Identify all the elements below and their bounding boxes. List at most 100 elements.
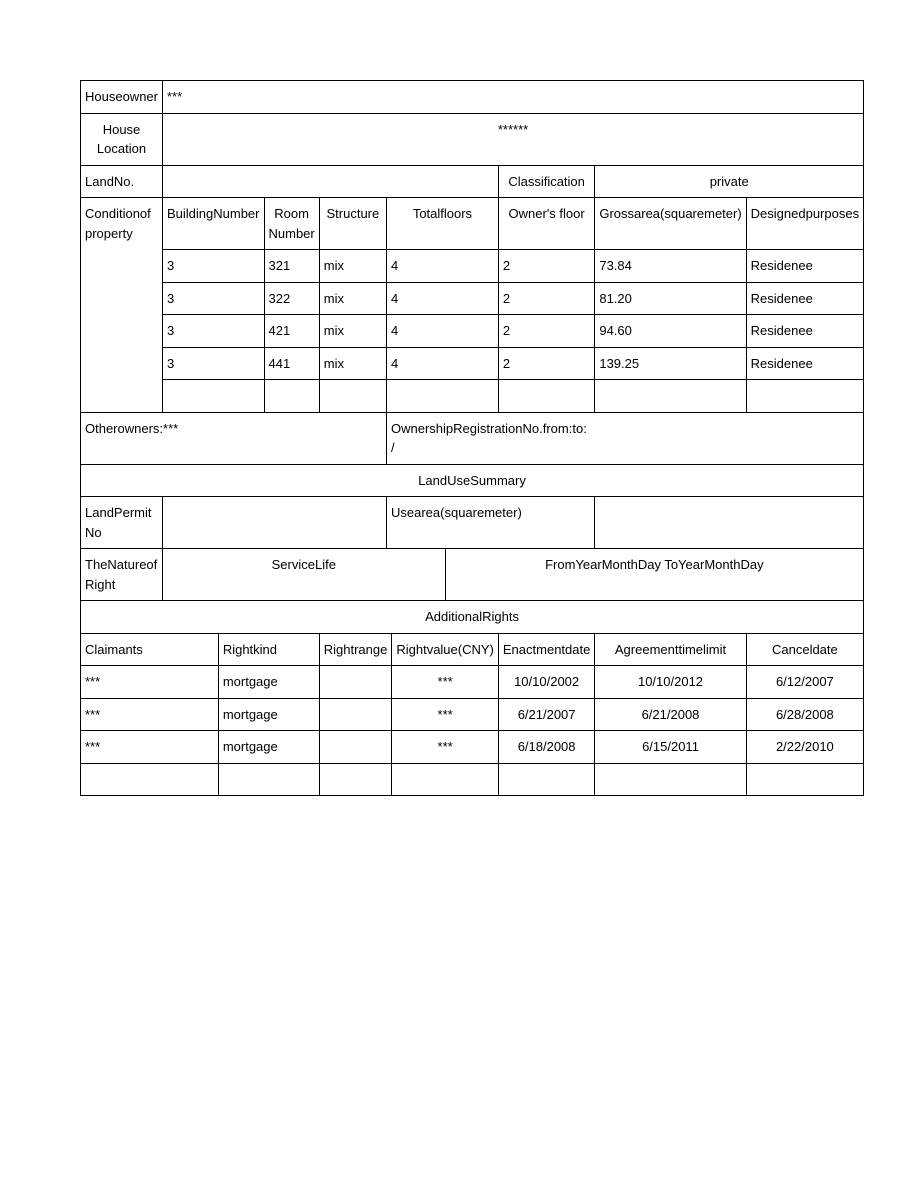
cell-of: 2 xyxy=(498,347,594,380)
col-gross-area: Grossarea(squaremeter) xyxy=(595,198,746,250)
cell-rn: 421 xyxy=(264,315,319,348)
cell-rr xyxy=(319,731,392,764)
cell-ga: 94.60 xyxy=(595,315,746,348)
ownership-reg-label: OwnershipRegistrationNo.from:to: xyxy=(391,421,587,436)
table-row: 3 441 mix 4 2 139.25 Residenee xyxy=(81,347,864,380)
cell-rr xyxy=(319,666,392,699)
cell-cl: *** xyxy=(81,698,219,731)
cell-ga: 73.84 xyxy=(595,250,746,283)
table-row xyxy=(81,380,864,413)
table-row xyxy=(81,763,864,796)
cell-rv: *** xyxy=(392,731,499,764)
cell-cd: 6/12/2007 xyxy=(746,666,863,699)
cell-ga: 139.25 xyxy=(595,347,746,380)
cell-rv: *** xyxy=(392,666,499,699)
cell-ga xyxy=(595,380,746,413)
cell-rn: 441 xyxy=(264,347,319,380)
ownership-reg-cell: OwnershipRegistrationNo.from:to: / xyxy=(387,412,864,464)
cell-cd: 6/28/2008 xyxy=(746,698,863,731)
cell-rk: mortgage xyxy=(218,731,319,764)
cell-tf xyxy=(387,380,499,413)
houseowner-row: Houseowner *** xyxy=(81,81,864,114)
land-permit-label: LandPermit No xyxy=(81,497,163,549)
cell-ed: 10/10/2002 xyxy=(498,666,594,699)
cell-bn xyxy=(163,380,265,413)
cell-ed xyxy=(498,763,594,796)
cell-rn xyxy=(264,380,319,413)
cell-dp: Residenee xyxy=(746,282,863,315)
cell-tf: 4 xyxy=(387,250,499,283)
cell-cd xyxy=(746,763,863,796)
service-life-label: ServiceLife xyxy=(163,549,446,601)
property-document-table: Houseowner *** House Location ****** Lan… xyxy=(80,80,864,796)
col-owners-floor: Owner's floor xyxy=(498,198,594,250)
ownership-reg-value: / xyxy=(391,440,395,455)
additional-rights-label: AdditionalRights xyxy=(81,601,864,634)
landno-label: LandNo. xyxy=(81,165,163,198)
cell-st: mix xyxy=(319,347,386,380)
usearea-value xyxy=(595,497,864,549)
landno-value xyxy=(163,165,499,198)
col-right-value: Rightvalue(CNY) xyxy=(392,633,499,666)
cell-of xyxy=(498,380,594,413)
other-owners-cell: Otherowners:*** xyxy=(81,412,387,464)
cell-rn: 322 xyxy=(264,282,319,315)
cell-st xyxy=(319,380,386,413)
col-right-kind: Rightkind xyxy=(218,633,319,666)
cell-ed: 6/21/2007 xyxy=(498,698,594,731)
houseowner-value: *** xyxy=(163,81,864,114)
cell-bn: 3 xyxy=(163,282,265,315)
col-structure: Structure xyxy=(319,198,386,250)
cell-dp: Residenee xyxy=(746,250,863,283)
land-permit-value xyxy=(163,497,387,549)
table-row: *** mortgage *** 6/18/2008 6/15/2011 2/2… xyxy=(81,731,864,764)
landno-row: LandNo. Classification private xyxy=(81,165,864,198)
cell-cd: 2/22/2010 xyxy=(746,731,863,764)
cell-ga: 81.20 xyxy=(595,282,746,315)
land-permit-row: LandPermit No Usearea(squaremeter) xyxy=(81,497,864,549)
classification-value: private xyxy=(595,165,864,198)
house-location-label: House Location xyxy=(81,113,163,165)
property-header-row: Conditionof property BuildingNumber Room… xyxy=(81,198,864,250)
table-row: 3 421 mix 4 2 94.60 Residenee xyxy=(81,315,864,348)
cell-dp: Residenee xyxy=(746,315,863,348)
table-row: 3 322 mix 4 2 81.20 Residenee xyxy=(81,282,864,315)
cell-dp: Residenee xyxy=(746,347,863,380)
landuse-summary-label: LandUseSummary xyxy=(81,464,864,497)
nature-right-row: TheNatureof Right ServiceLife FromYearMo… xyxy=(81,549,864,601)
house-location-row: House Location ****** xyxy=(81,113,864,165)
landuse-summary-row: LandUseSummary xyxy=(81,464,864,497)
cell-dp xyxy=(746,380,863,413)
nature-label: TheNatureof Right xyxy=(81,549,163,601)
cell-of: 2 xyxy=(498,282,594,315)
cell-cl xyxy=(81,763,219,796)
col-total-floors: Totalfloors xyxy=(387,198,499,250)
cell-bn: 3 xyxy=(163,250,265,283)
additional-rights-row: AdditionalRights xyxy=(81,601,864,634)
rights-header-row: Claimants Rightkind Rightrange Rightvalu… xyxy=(81,633,864,666)
cell-rr xyxy=(319,763,392,796)
cell-at: 6/21/2008 xyxy=(595,698,746,731)
col-designed-purposes: Designedpurposes xyxy=(746,198,863,250)
houseowner-label: Houseowner xyxy=(81,81,163,114)
cell-of: 2 xyxy=(498,250,594,283)
col-room-number: Room Number xyxy=(264,198,319,250)
cell-rr xyxy=(319,698,392,731)
condition-label: Conditionof property xyxy=(81,198,163,413)
cell-bn: 3 xyxy=(163,347,265,380)
other-owners-value: *** xyxy=(163,421,178,436)
cell-ed: 6/18/2008 xyxy=(498,731,594,764)
cell-cl: *** xyxy=(81,666,219,699)
col-building-number: BuildingNumber xyxy=(163,198,265,250)
cell-st: mix xyxy=(319,282,386,315)
col-agreement: Agreementtimelimit xyxy=(595,633,746,666)
cell-bn: 3 xyxy=(163,315,265,348)
cell-at xyxy=(595,763,746,796)
cell-of: 2 xyxy=(498,315,594,348)
service-life-value: FromYearMonthDay ToYearMonthDay xyxy=(445,549,863,601)
cell-rn: 321 xyxy=(264,250,319,283)
usearea-label: Usearea(squaremeter) xyxy=(387,497,595,549)
cell-rk: mortgage xyxy=(218,698,319,731)
cell-rv xyxy=(392,763,499,796)
cell-rv: *** xyxy=(392,698,499,731)
